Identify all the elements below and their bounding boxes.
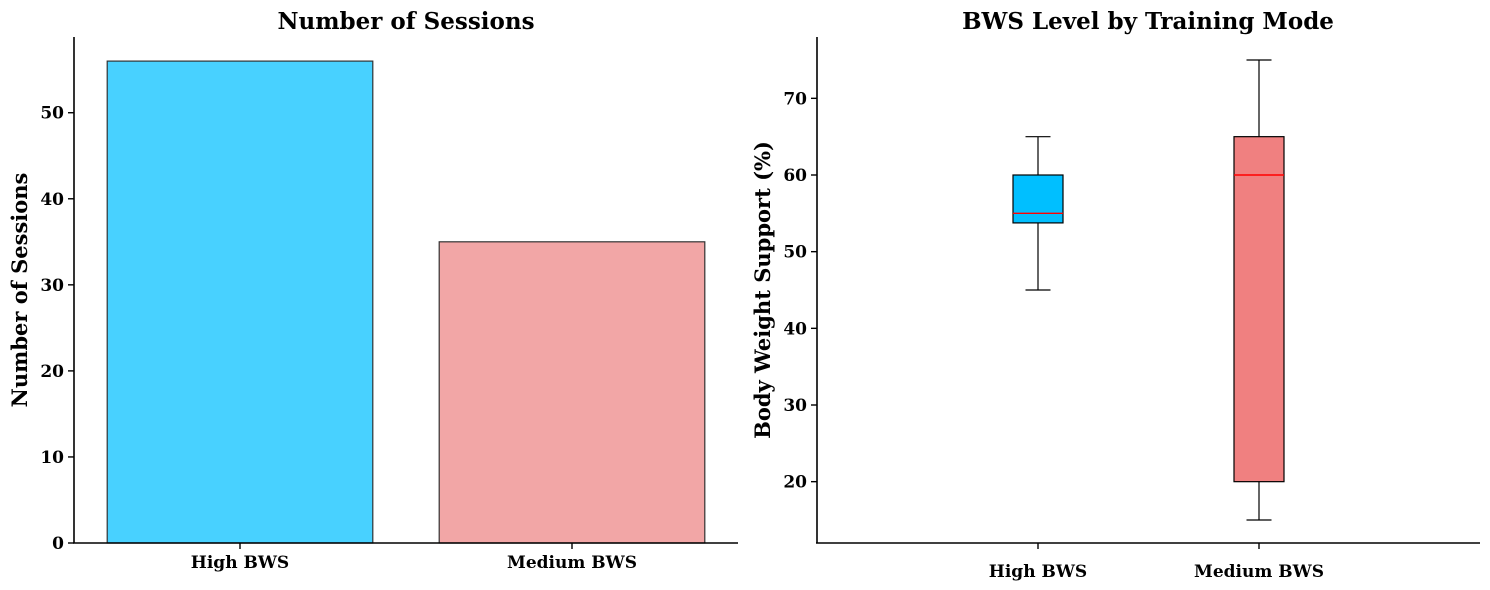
bar-chart-y-tick-label: 40: [40, 190, 64, 210]
bar-chart-x-tick-label: High BWS: [191, 553, 289, 573]
bar-chart-y-tick-label: 0: [52, 534, 64, 554]
bar-chart-bars: [106, 60, 706, 544]
box-plot-y-tick-label: 70: [783, 89, 807, 109]
bar-chart-panel: Number of Sessions Number of Sessions 0 1…: [7, 8, 738, 573]
bar-chart-y-tick-label: 50: [40, 104, 64, 124]
box-plot-y-axis-label: Body Weight Support (%): [750, 141, 775, 439]
bar: [106, 60, 374, 544]
box-plot-x-ticks: High BWS Medium BWS: [989, 543, 1324, 582]
box-plot-x-tick-label: High BWS: [989, 562, 1087, 582]
bar-chart-y-ticks: 0 10 20 30 40 50: [40, 104, 74, 554]
bar-chart-y-tick-label: 30: [40, 276, 64, 296]
box-body: [1012, 174, 1064, 224]
box-plot-y-tick-label: 50: [783, 243, 807, 263]
box-plot-boxes: [1012, 59, 1285, 521]
box-plot-x-tick-label: Medium BWS: [1194, 562, 1324, 582]
box-plot-y-tick-label: 30: [783, 396, 807, 416]
bar-chart-y-axis-label: Number of Sessions: [7, 173, 32, 408]
box-plot-title: BWS Level by Training Mode: [962, 8, 1334, 35]
bar-chart-x-ticks: High BWS Medium BWS: [191, 543, 637, 573]
bar-chart-x-tick-label: Medium BWS: [507, 553, 637, 573]
bar-chart-title: Number of Sessions: [277, 8, 534, 35]
bar-chart-y-tick-label: 10: [40, 448, 64, 468]
box-body: [1233, 136, 1285, 483]
box: [1012, 136, 1064, 291]
box-plot-y-tick-label: 60: [783, 166, 807, 186]
bar: [438, 241, 706, 544]
box: [1233, 59, 1285, 521]
box-plot-y-tick-label: 40: [783, 319, 807, 339]
bar-chart-y-tick-label: 20: [40, 362, 64, 382]
box-plot-y-ticks: 20 30 40 50 60 70: [783, 89, 817, 493]
box-plot-y-tick-label: 20: [783, 473, 807, 493]
box-plot-panel: BWS Level by Training Mode Body Weight S…: [750, 8, 1480, 582]
